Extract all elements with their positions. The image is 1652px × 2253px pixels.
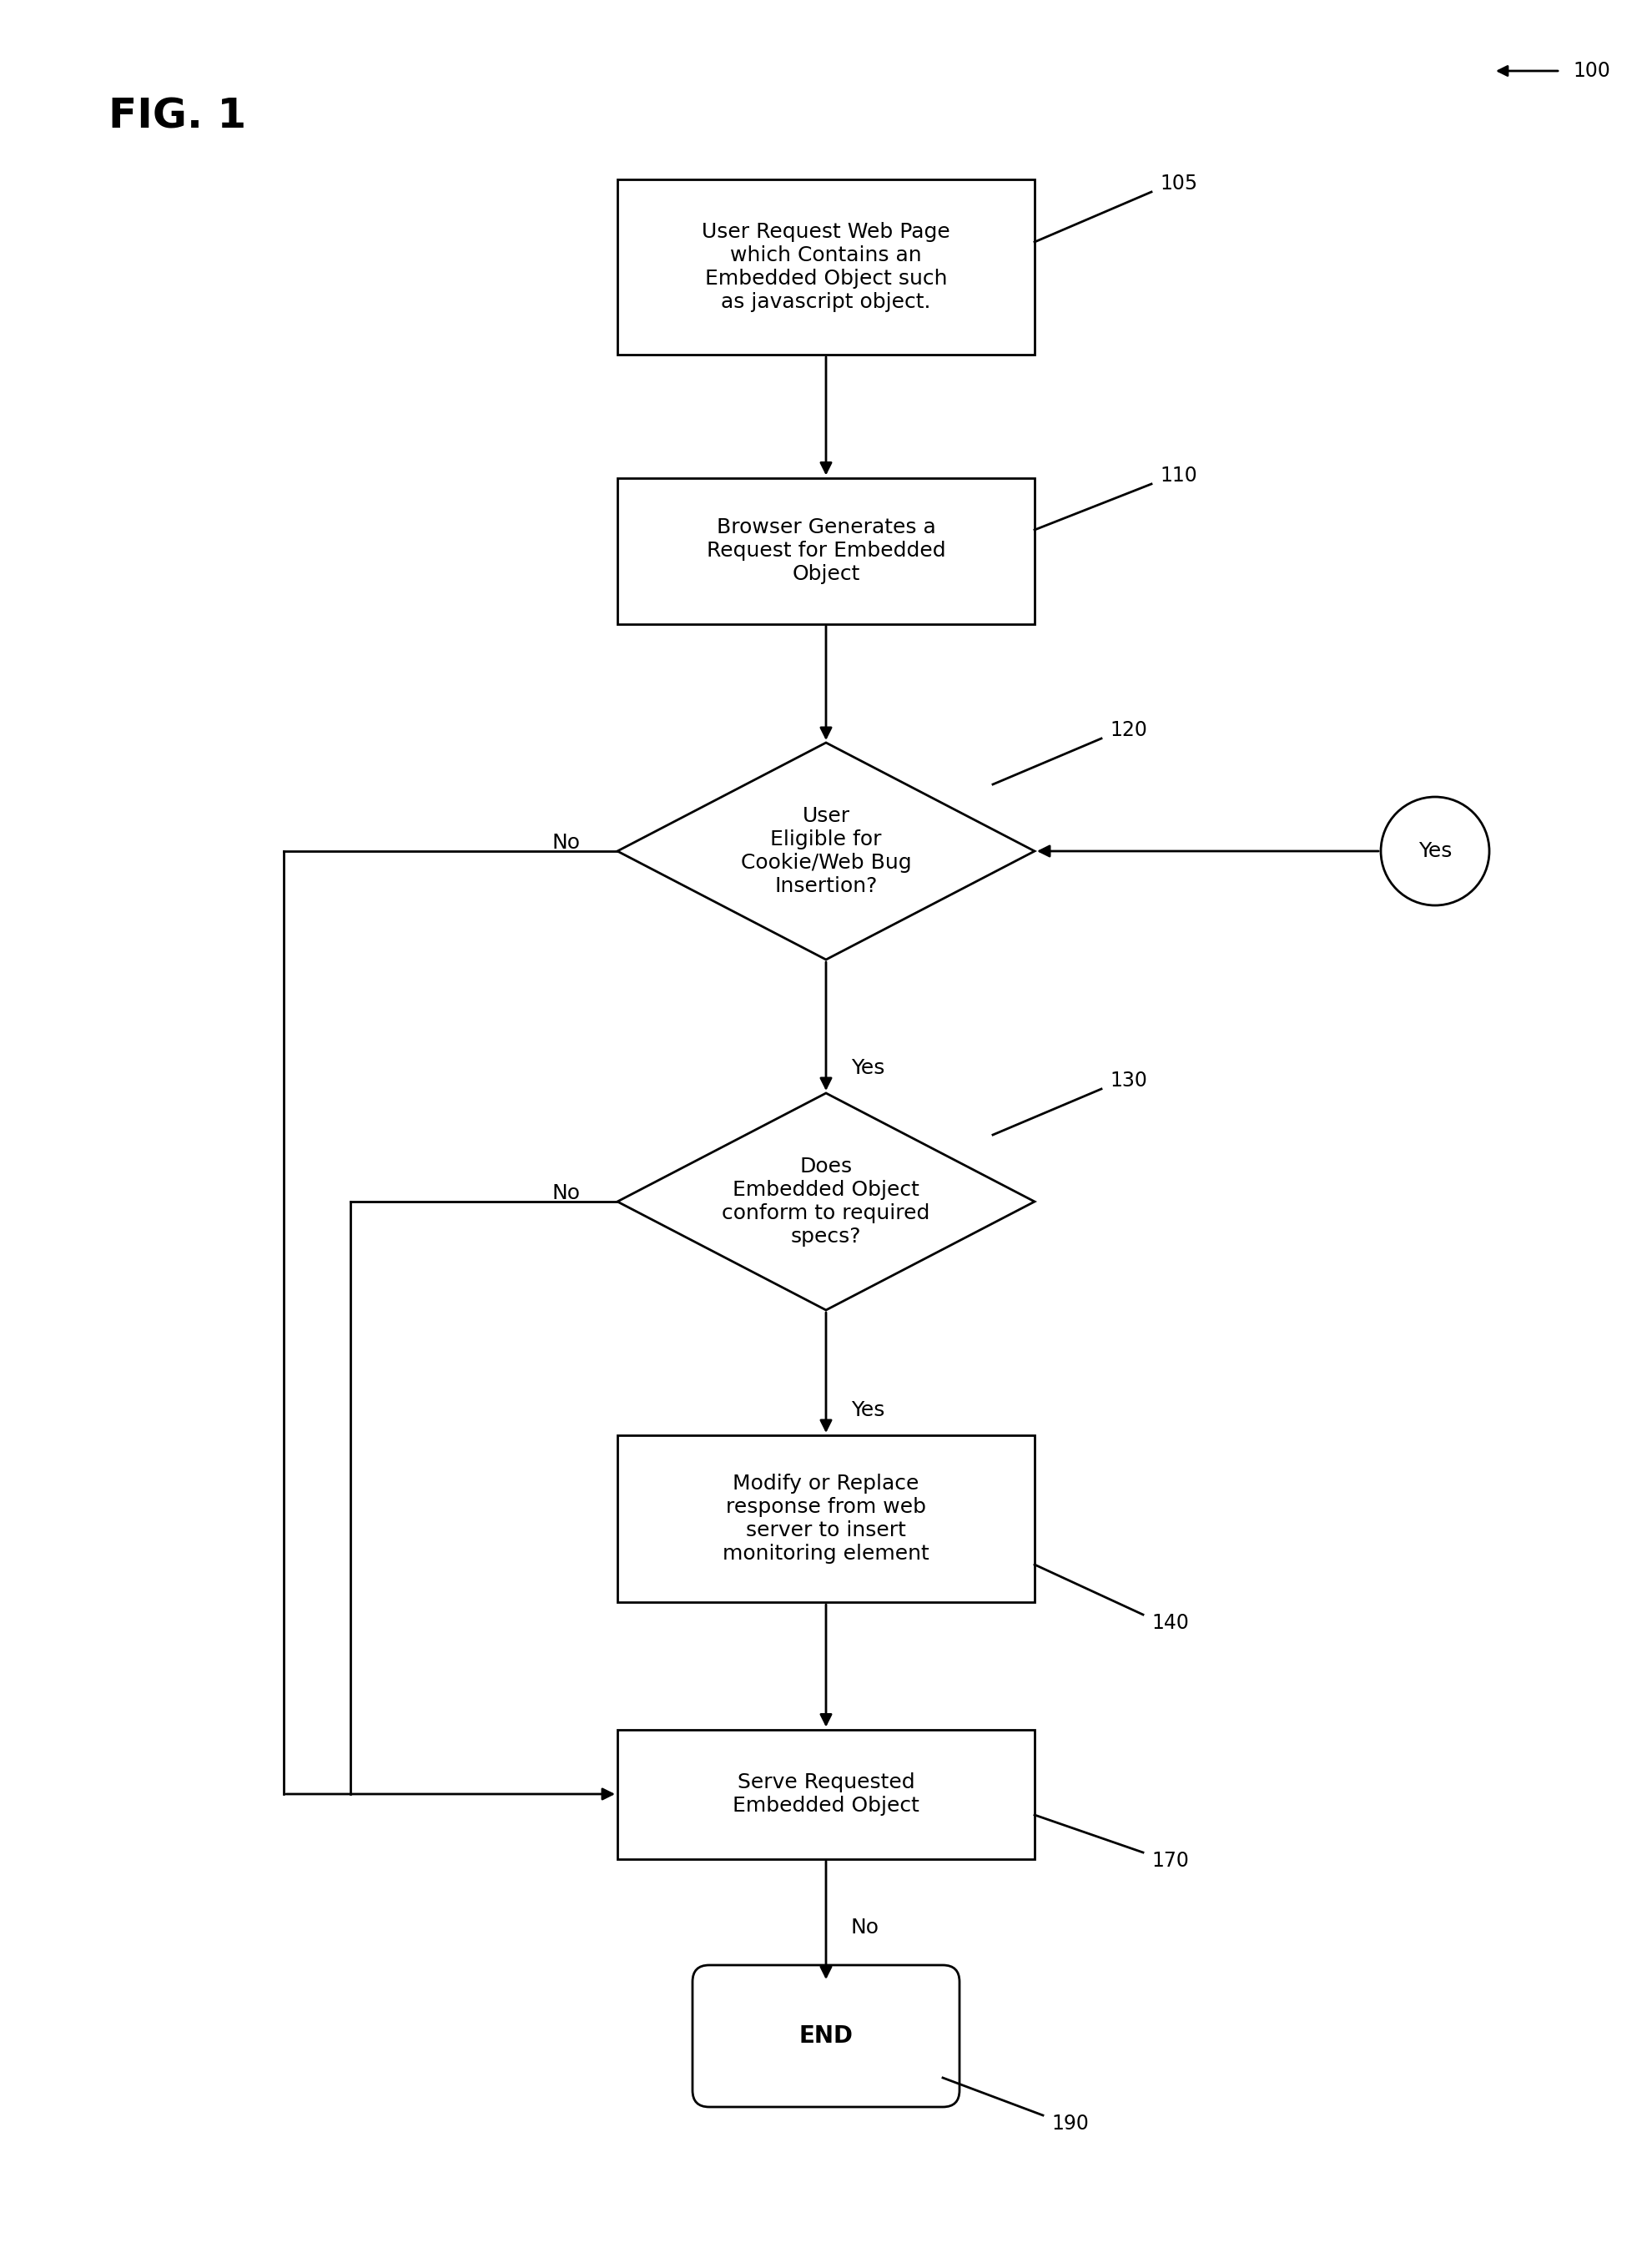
- Text: 130: 130: [1108, 1070, 1146, 1090]
- Text: END: END: [798, 2025, 852, 2048]
- Text: 110: 110: [1160, 466, 1196, 487]
- Text: Yes: Yes: [1417, 840, 1450, 861]
- Text: 170: 170: [1151, 1850, 1188, 1870]
- Text: 190: 190: [1051, 2113, 1089, 2134]
- Text: No: No: [851, 1917, 879, 1938]
- Text: Modify or Replace
response from web
server to insert
monitoring element: Modify or Replace response from web serv…: [722, 1473, 928, 1564]
- Text: User
Eligible for
Cookie/Web Bug
Insertion?: User Eligible for Cookie/Web Bug Inserti…: [740, 807, 910, 897]
- Text: 100: 100: [1573, 61, 1609, 81]
- Text: Serve Requested
Embedded Object: Serve Requested Embedded Object: [732, 1773, 919, 1816]
- Text: Yes: Yes: [851, 1059, 884, 1079]
- Polygon shape: [618, 743, 1034, 960]
- Text: 140: 140: [1151, 1613, 1188, 1633]
- FancyBboxPatch shape: [618, 1435, 1034, 1602]
- Text: Yes: Yes: [851, 1399, 884, 1419]
- Text: Does
Embedded Object
conform to required
specs?: Does Embedded Object conform to required…: [722, 1156, 930, 1246]
- Text: User Request Web Page
which Contains an
Embedded Object such
as javascript objec: User Request Web Page which Contains an …: [702, 223, 950, 311]
- Circle shape: [1379, 798, 1488, 906]
- Text: Browser Generates a
Request for Embedded
Object: Browser Generates a Request for Embedded…: [705, 518, 945, 584]
- Text: No: No: [552, 1183, 580, 1203]
- Text: FIG. 1: FIG. 1: [109, 97, 246, 135]
- Text: No: No: [552, 834, 580, 854]
- FancyBboxPatch shape: [618, 1730, 1034, 1859]
- FancyBboxPatch shape: [692, 1965, 960, 2107]
- FancyBboxPatch shape: [618, 478, 1034, 624]
- FancyBboxPatch shape: [618, 180, 1034, 354]
- Text: 120: 120: [1108, 721, 1146, 741]
- Text: 105: 105: [1160, 173, 1196, 194]
- Polygon shape: [618, 1093, 1034, 1309]
